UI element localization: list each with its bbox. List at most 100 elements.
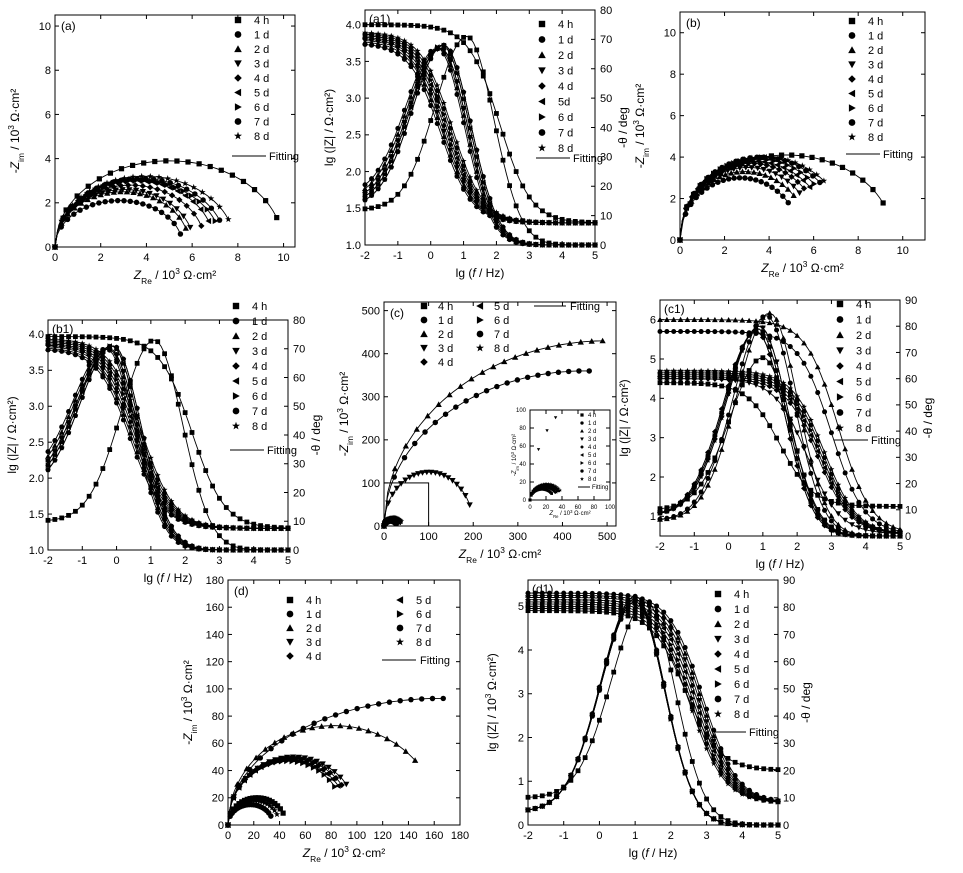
phase-point xyxy=(705,482,711,488)
legend-marker xyxy=(848,61,856,69)
modulus-point xyxy=(369,22,374,28)
modulus-point xyxy=(427,97,434,103)
inset-data-point xyxy=(528,498,532,502)
data-point xyxy=(112,176,119,183)
legend-label: 8 d xyxy=(252,421,267,433)
phase-point xyxy=(155,494,161,501)
phase-point xyxy=(767,314,773,320)
modulus-point xyxy=(807,416,814,423)
modulus-point xyxy=(870,516,876,522)
x-tick-label: -2 xyxy=(523,830,533,842)
data-point xyxy=(165,214,171,220)
inset-data-point xyxy=(550,492,553,495)
modulus-point xyxy=(787,461,793,466)
phase-point xyxy=(753,358,759,364)
data-point xyxy=(181,180,189,187)
y-tick-label: 80 xyxy=(212,711,224,723)
data-point xyxy=(284,757,290,765)
data-point xyxy=(240,178,247,185)
data-point xyxy=(284,754,291,761)
phase-point xyxy=(454,42,460,48)
modulus-point xyxy=(726,329,732,335)
phase-point xyxy=(414,89,421,96)
data-point xyxy=(77,207,83,213)
data-point xyxy=(207,163,213,170)
inset-data-point xyxy=(545,482,549,486)
data-point xyxy=(512,354,519,360)
x-tick-label: 5 xyxy=(775,830,781,842)
data-point xyxy=(389,491,396,498)
modulus-point xyxy=(862,527,869,533)
data-point xyxy=(535,372,541,378)
x-tick-label: 4 xyxy=(863,541,869,553)
legend-label: 4 d xyxy=(306,651,321,663)
legend-label: 5 d xyxy=(254,88,269,100)
phase-point xyxy=(670,505,677,512)
data-point xyxy=(307,756,314,763)
phase-point xyxy=(532,794,538,800)
phase-point xyxy=(753,821,760,828)
data-point xyxy=(263,796,270,802)
data-point xyxy=(169,207,176,213)
phase-point xyxy=(646,623,653,630)
inset-y-tick-label: 80 xyxy=(519,426,526,432)
phase-point xyxy=(447,47,454,54)
modulus-point xyxy=(196,449,202,455)
modulus-point xyxy=(617,608,624,615)
x-tick-label: 400 xyxy=(553,531,571,543)
data-point xyxy=(436,471,443,477)
modulus-point xyxy=(121,336,126,342)
y2-tick-label: 40 xyxy=(293,430,305,442)
legend-label: 1 d xyxy=(856,315,871,327)
modulus-point xyxy=(654,633,659,639)
legend-marker xyxy=(234,74,242,82)
legend-marker xyxy=(234,88,242,97)
modulus-point xyxy=(794,410,800,416)
modulus-point xyxy=(395,22,401,28)
legend-marker xyxy=(234,16,242,24)
inset-legend-marker xyxy=(580,469,584,473)
modulus-point xyxy=(869,507,876,513)
data-point xyxy=(739,168,746,175)
x-tick-label: 2 xyxy=(794,541,800,553)
modulus-point xyxy=(513,169,519,174)
inset-legend-label: 4 h xyxy=(588,413,596,419)
inset-plot-frame xyxy=(529,409,611,501)
data-point xyxy=(212,217,219,225)
modulus-point xyxy=(661,643,667,649)
modulus-point xyxy=(876,515,883,521)
modulus-point xyxy=(883,503,889,509)
modulus-point xyxy=(434,25,440,31)
phase-point xyxy=(801,473,807,479)
modulus-point xyxy=(766,373,773,379)
modulus-point xyxy=(661,609,667,615)
phase-point xyxy=(849,531,855,538)
data-point xyxy=(301,755,308,762)
x-axis-label: ZRe / 103 Ω·cm² xyxy=(302,844,385,864)
legend-marker xyxy=(286,652,294,660)
legend-label: 2 d xyxy=(734,619,749,631)
modulus-point xyxy=(753,403,759,409)
phase-point xyxy=(835,528,842,535)
modulus-point xyxy=(421,60,427,66)
modulus-point xyxy=(596,597,603,604)
modulus-point xyxy=(500,212,506,219)
modulus-point xyxy=(127,397,134,403)
x-tick-label: 4 xyxy=(251,555,257,567)
y2-tick-label: 0 xyxy=(783,820,789,832)
modulus-point xyxy=(682,645,688,651)
data-point xyxy=(117,188,124,195)
modulus-point xyxy=(657,316,663,322)
data-point xyxy=(130,162,136,168)
phase-point xyxy=(526,228,532,234)
phase-point xyxy=(66,408,72,415)
inset-x-axis-label: ZRe / 103 Ω·cm² xyxy=(548,509,590,519)
data-point xyxy=(326,776,333,784)
phase-point xyxy=(775,821,781,828)
data-point xyxy=(683,203,691,210)
y-tick-label: 3 xyxy=(650,433,656,445)
y-tick-label: 1 xyxy=(650,511,656,523)
phase-point xyxy=(175,532,182,539)
y-tick-label: 180 xyxy=(206,575,224,587)
legend-label: 3 d xyxy=(254,59,269,71)
